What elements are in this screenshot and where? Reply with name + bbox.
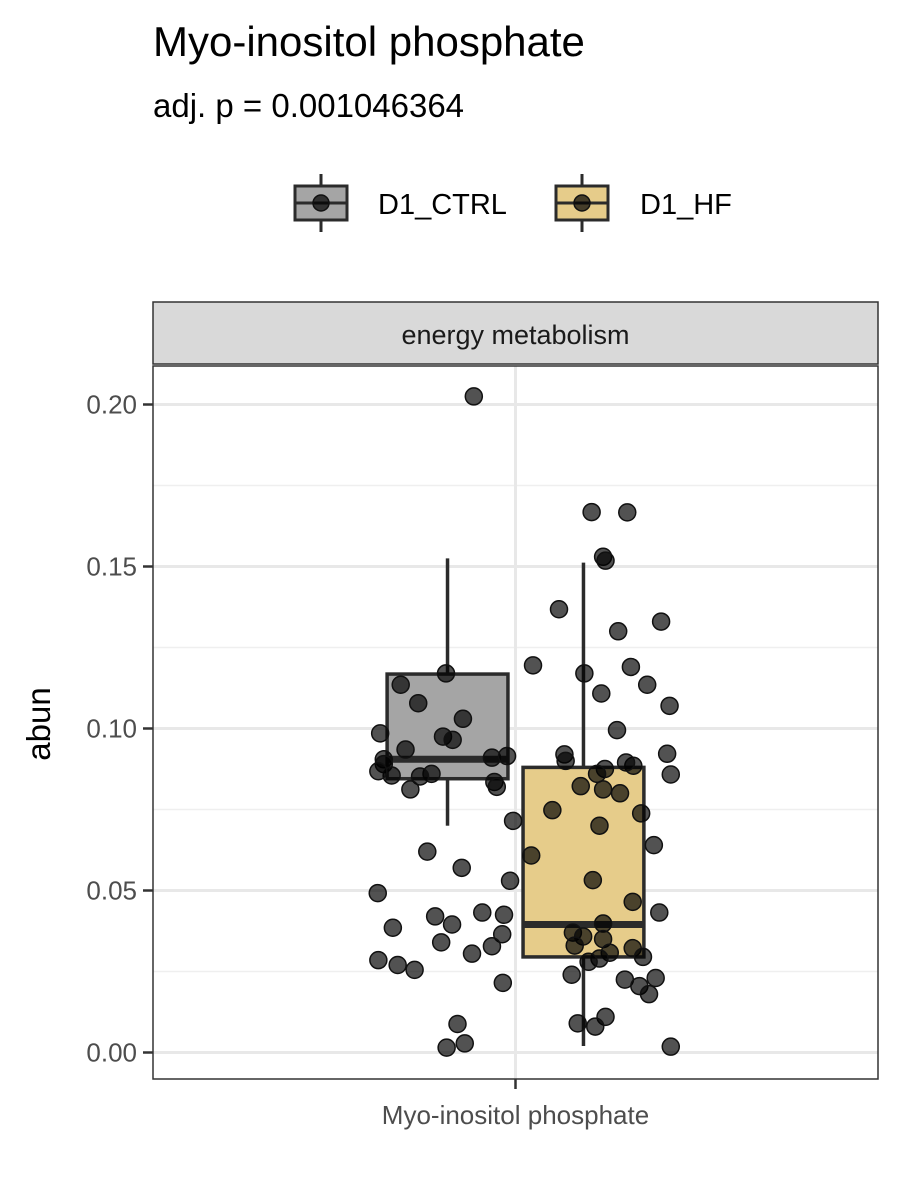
data-point	[401, 780, 420, 799]
y-tick-label: 0.05	[86, 876, 137, 906]
data-point	[562, 965, 581, 984]
data-point	[582, 502, 601, 522]
data-point	[443, 730, 462, 750]
data-point	[579, 952, 598, 972]
data-point	[610, 784, 630, 803]
data-point	[482, 936, 502, 956]
data-point	[639, 984, 659, 1004]
data-point	[590, 816, 609, 835]
data-point	[410, 767, 430, 786]
data-point	[369, 762, 388, 781]
data-point	[633, 947, 653, 967]
facet-strip	[152, 301, 879, 365]
data-point	[453, 709, 473, 729]
data-point	[388, 955, 407, 975]
data-point	[631, 804, 651, 823]
data-point	[448, 1014, 467, 1034]
data-point	[493, 973, 513, 993]
data-point	[592, 684, 611, 703]
data-point	[661, 1037, 681, 1056]
data-point	[543, 800, 562, 820]
y-tick-label: 0.00	[86, 1038, 137, 1068]
data-point	[370, 724, 390, 743]
data-point	[521, 846, 541, 865]
data-point	[646, 968, 665, 988]
data-point	[596, 551, 615, 570]
data-point	[568, 1014, 587, 1033]
data-point	[368, 883, 387, 903]
data-point	[408, 693, 428, 713]
data-point	[383, 918, 403, 938]
data-point	[587, 764, 607, 784]
data-point	[369, 950, 388, 970]
data-point	[549, 600, 569, 619]
data-point	[621, 657, 641, 677]
data-point	[442, 915, 462, 934]
data-point	[473, 903, 492, 922]
y-tick-label: 0.10	[86, 714, 137, 744]
data-point	[586, 1017, 605, 1036]
data-point	[391, 675, 410, 695]
data-point	[418, 842, 437, 861]
data-point	[556, 751, 575, 771]
data-point	[462, 944, 482, 963]
data-point	[661, 765, 681, 784]
data-point	[565, 936, 584, 955]
data-point	[650, 903, 669, 922]
y-axis-label: abun	[20, 687, 57, 760]
legend-entry-D1_CTRL: D1_CTRL	[293, 174, 507, 232]
data-point	[497, 746, 517, 766]
points-D1_CTRL	[370, 387, 651, 835]
data-point	[651, 612, 671, 631]
points-D1_HF	[368, 551, 681, 1057]
data-point	[660, 696, 679, 716]
legend: D1_CTRL D1_HF	[293, 174, 732, 232]
data-point	[500, 871, 520, 891]
legend-label: D1_HF	[640, 189, 732, 221]
data-point	[637, 675, 657, 695]
data-point	[455, 1034, 474, 1053]
data-point	[494, 905, 514, 925]
chart-subtitle: adj. p = 0.001046364	[153, 87, 464, 124]
chart-title: Myo-inositol phosphate	[153, 18, 585, 65]
data-point	[437, 1038, 456, 1057]
legend-key-point	[312, 194, 330, 212]
data-point	[593, 914, 613, 933]
data-point	[425, 907, 445, 926]
y-tick-label: 0.15	[86, 552, 137, 582]
y-tick-label: 0.20	[86, 390, 137, 420]
data-point	[405, 960, 424, 980]
data-point	[657, 744, 677, 764]
data-point	[482, 748, 502, 767]
facet-label: energy metabolism	[401, 320, 629, 350]
data-point	[503, 811, 523, 831]
legend-key-point	[573, 194, 591, 212]
data-point	[523, 656, 543, 675]
data-point	[593, 780, 613, 799]
data-point	[575, 664, 594, 683]
data-point	[492, 924, 512, 944]
data-point	[431, 933, 451, 952]
data-point	[464, 387, 484, 406]
data-point	[618, 503, 637, 522]
plot-panel: 0.00 0.05 0.10 0.15 0.20 Myo-inositol phospha…	[86, 365, 879, 1130]
data-point	[616, 753, 636, 772]
data-point	[623, 892, 642, 912]
data-point	[583, 870, 603, 890]
data-point	[487, 777, 507, 797]
legend-label: D1_CTRL	[378, 189, 507, 221]
data-point	[608, 622, 628, 641]
data-point	[436, 664, 456, 683]
data-point	[644, 835, 664, 855]
data-point	[607, 720, 627, 740]
x-tick-label: Myo-inositol phosphate	[382, 1100, 649, 1130]
data-point	[452, 858, 471, 878]
legend-entry-D1_HF: D1_HF	[554, 174, 732, 232]
data-point	[396, 740, 415, 759]
data-point	[571, 776, 590, 796]
